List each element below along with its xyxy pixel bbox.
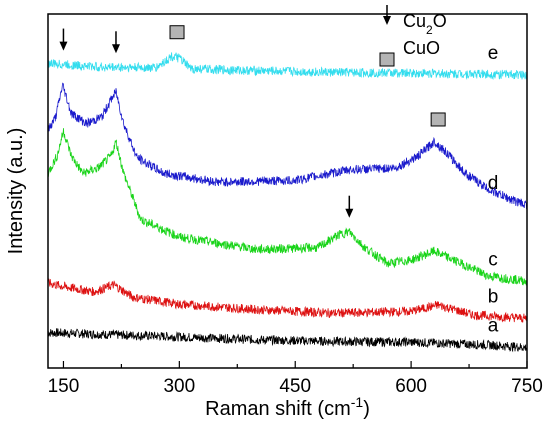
- series-d-line: [47, 82, 528, 210]
- series-a-label: a: [488, 316, 499, 337]
- annotation-square-4: [430, 112, 446, 127]
- series-e-line: [47, 52, 528, 81]
- annotation-arrow-1: [111, 31, 120, 54]
- annotation-arrow-0: [59, 28, 68, 51]
- annotation-arrow-3: [345, 195, 354, 218]
- annotation-square-2: [169, 25, 185, 40]
- series-a-line: [47, 327, 528, 353]
- series-layer: abc d e: [47, 43, 528, 353]
- x-tick-label: 150: [48, 376, 80, 397]
- series-b-label: b: [488, 287, 499, 308]
- series-c-line: [47, 128, 528, 286]
- legend-label-0: Cu2O: [403, 11, 447, 37]
- series-d-label: d: [488, 173, 499, 194]
- x-tick-label: 300: [163, 376, 195, 397]
- series-c-label: c: [488, 249, 498, 270]
- series-e-label: e: [488, 43, 499, 64]
- series-b-line: [47, 278, 528, 323]
- legend-label-1: CuO: [403, 38, 440, 58]
- y-axis-title: Intensity (a.u.): [5, 128, 27, 255]
- legend-square-marker: [379, 52, 395, 67]
- x-axis-ticks: 150 300 450 600 750: [48, 361, 543, 397]
- x-axis-title: Raman shift (cm-1): [205, 394, 370, 420]
- x-tick-label: 450: [279, 376, 311, 397]
- x-tick-label: 750: [511, 376, 543, 397]
- annotation-layer: [59, 25, 446, 218]
- x-tick-label: 600: [395, 376, 427, 397]
- plot-frame: [47, 13, 528, 369]
